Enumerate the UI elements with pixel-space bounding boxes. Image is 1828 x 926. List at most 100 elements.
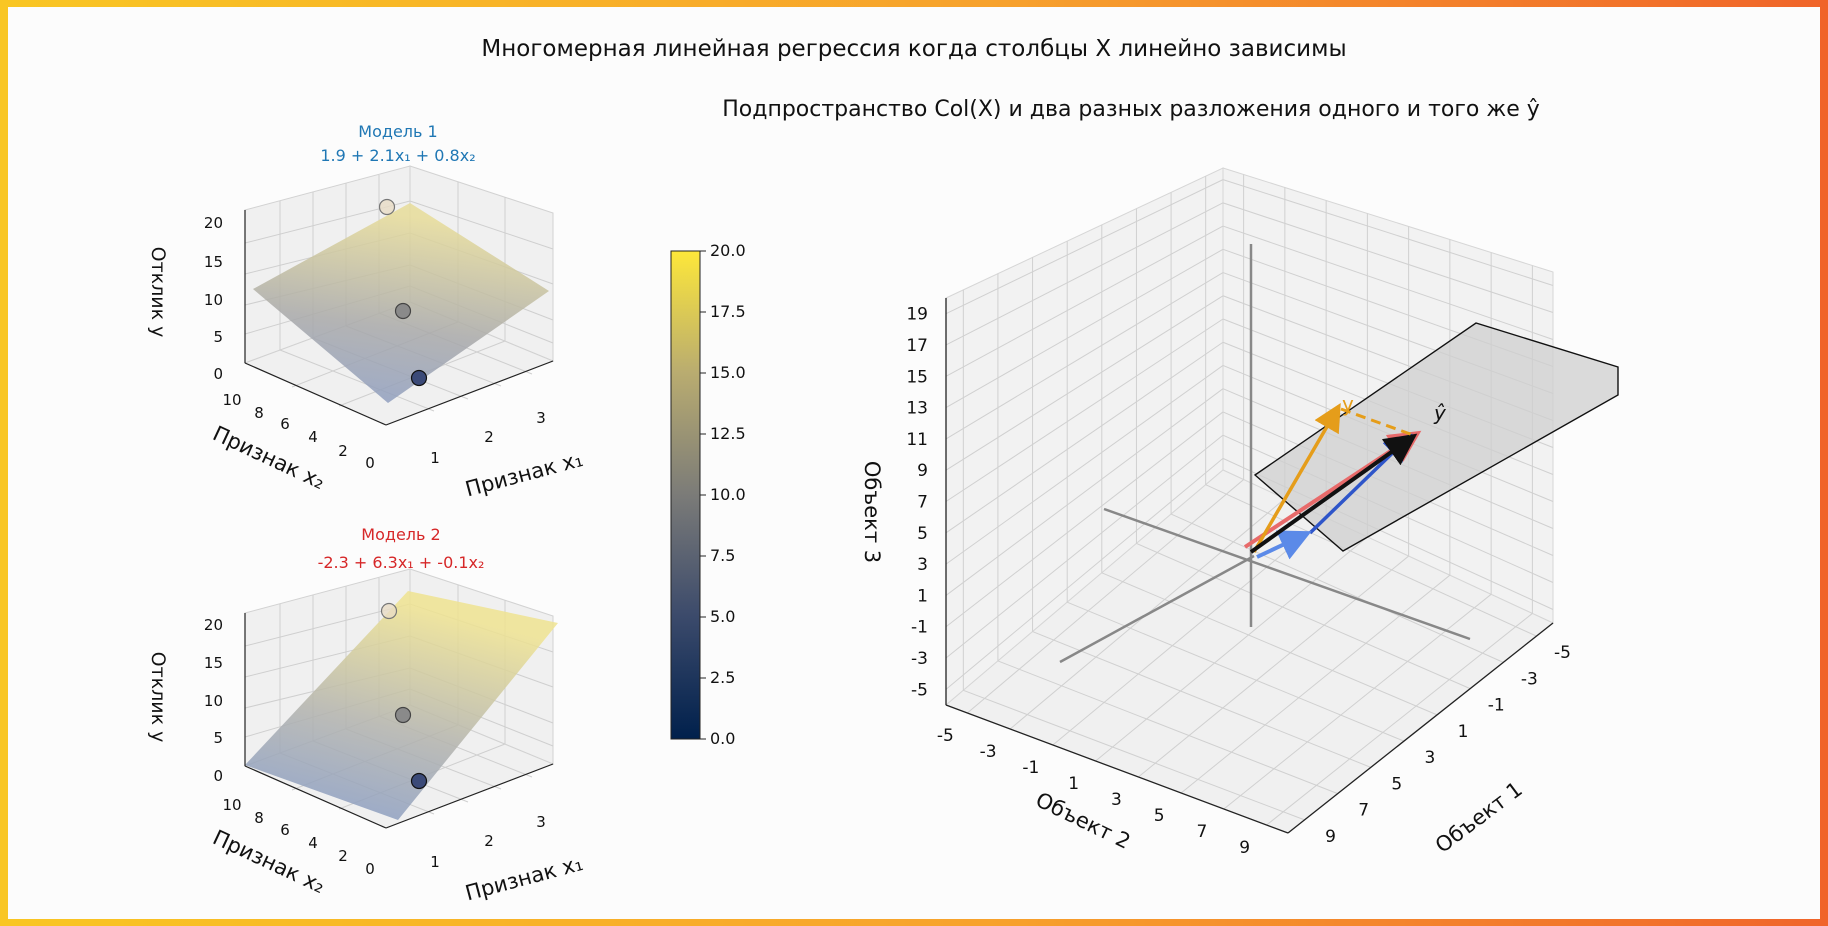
model1-zlabel: Отклик y <box>147 247 169 338</box>
grid-line <box>1222 225 1554 340</box>
grid-line <box>945 202 1224 346</box>
figure-svg: Многомерная линейная регрессия когда сто… <box>147 36 1619 905</box>
model2-component-a <box>1256 530 1312 560</box>
model2-x1-tick: 1 <box>430 853 440 871</box>
model2-axes <box>244 613 554 829</box>
model2-x1-tick: 2 <box>484 832 494 850</box>
axis2-tick: 1 <box>1068 774 1079 794</box>
model2-x2-tick: 10 <box>222 796 241 814</box>
grid-line <box>945 458 1224 690</box>
model2-x2-tick: 0 <box>365 860 375 878</box>
yhat-vector <box>1249 433 1418 554</box>
model1-z-tick: 10 <box>204 291 223 309</box>
grid-line <box>1180 574 1451 794</box>
model1-z-ticks: 0 5 10 15 20 <box>204 214 223 383</box>
model1-z-tick: 5 <box>213 328 223 346</box>
grid-line <box>1222 202 1554 313</box>
model1-x-ticks: 1 2 3 <box>430 409 546 467</box>
axis3-tick: 1 <box>917 586 928 606</box>
grid-line <box>1138 555 1409 778</box>
colorbar-tick-label: 20.0 <box>710 241 746 260</box>
column-space-plane <box>1253 322 1619 552</box>
axis3-tick: -1 <box>911 618 928 638</box>
grid-line <box>945 341 1224 534</box>
axis1-tick: 1 <box>1458 722 1469 742</box>
axis2-tick: -5 <box>937 726 954 746</box>
model1-x2-tick: 4 <box>308 428 318 446</box>
model2-panel: Модель 2 -2.3 + 6.3x₁ + -0.1x₂ <box>147 525 586 905</box>
axis3-tick: 3 <box>917 555 928 575</box>
model2-z-tick: 5 <box>213 729 223 747</box>
colorbar-tick-label: 17.5 <box>710 302 746 321</box>
model1-x2-tick: 8 <box>254 404 264 422</box>
axis2-tick: -3 <box>980 742 997 762</box>
model1-x1-tick: 3 <box>536 409 546 427</box>
model1-data-point <box>378 198 396 216</box>
figure-canvas: Многомерная линейная регрессия когда сто… <box>8 7 1820 919</box>
vector-zlabel: Объект 3 <box>860 461 884 563</box>
grid-line <box>945 318 1224 502</box>
axis3-tick: 11 <box>906 430 928 450</box>
axis1-tick: 7 <box>1358 801 1369 821</box>
grid-line <box>1170 513 1504 663</box>
vector-xlabel: Объект 1 <box>1431 777 1527 858</box>
model1-x1-tick: 1 <box>430 449 440 467</box>
axis3-tick: 5 <box>917 524 928 544</box>
grid-line <box>945 365 1224 565</box>
model1-axes <box>244 210 554 426</box>
model2-data-point <box>394 706 412 724</box>
colorbar-ticks: 0.0 2.5 5.0 7.5 10.0 12.5 15.0 17.5 20.0 <box>700 241 746 748</box>
colorbar-tick-label: 2.5 <box>710 668 735 687</box>
vector-axes <box>945 298 1554 834</box>
model2-data-point <box>410 772 428 790</box>
grid-line <box>945 295 1224 471</box>
model2-z-tick: 0 <box>213 767 223 785</box>
model1-regression-surface <box>253 203 549 403</box>
grid-line <box>945 388 1224 596</box>
grid-line <box>945 411 1224 628</box>
axis3-tick: 9 <box>917 461 928 481</box>
model2-zlabel: Отклик y <box>147 652 169 743</box>
axis1-tick: -5 <box>1554 643 1571 663</box>
yhat-vector-label: ŷ <box>1433 401 1447 425</box>
colorbar-tick-label: 12.5 <box>710 424 746 443</box>
model2-x1-label: Признак x₁ <box>463 851 586 905</box>
colorbar-tick-label: 0.0 <box>710 729 735 748</box>
axis2-tick: 9 <box>1239 838 1250 858</box>
model1-x2-tick: 0 <box>365 454 375 472</box>
axis2-tick: 7 <box>1196 822 1207 842</box>
axis3-tick: 19 <box>906 305 928 325</box>
grid-line <box>997 660 1338 795</box>
vector-reference-axes <box>1059 244 1471 664</box>
grid-line <box>963 689 1305 821</box>
model2-x2-tick: 8 <box>254 809 264 827</box>
model1-title: Модель 1 <box>358 122 437 141</box>
vector-panel-title: Подпространство Col(X) и два разных разл… <box>722 97 1540 122</box>
axis2-tick: 3 <box>1111 790 1122 810</box>
grid-line <box>1101 572 1438 716</box>
colorbar-tick-label: 15.0 <box>710 363 746 382</box>
model1-data-point <box>394 302 412 320</box>
model2-equation: -2.3 + 6.3x₁ + -0.1x₂ <box>318 553 485 572</box>
model2-regression-surface <box>245 591 558 820</box>
grid-line <box>1205 484 1537 637</box>
model2-x2-tick: 2 <box>338 847 348 865</box>
axis3-tick: 17 <box>906 336 928 356</box>
grid-line <box>1032 631 1371 768</box>
model2-z-tick: 20 <box>204 616 223 634</box>
model1-panel: Модель 1 1.9 + 2.1x₁ + 0.8x₂ <box>147 122 586 501</box>
model2-x2-tick: 6 <box>280 821 290 839</box>
grid-line <box>945 179 1224 315</box>
model1-x2-tick: 10 <box>222 391 241 409</box>
axis3-tick: -3 <box>911 649 928 669</box>
vector-panel: Подпространство Col(X) и два разных разл… <box>722 97 1619 858</box>
axis2-tick: -1 <box>1022 758 1039 778</box>
model2-x-ticks: 1 2 3 <box>430 813 546 871</box>
axis1-tick: 9 <box>1325 827 1336 847</box>
axis1-tick: -1 <box>1488 696 1505 716</box>
grid-line <box>945 248 1224 409</box>
model1-z-tick: 20 <box>204 214 223 232</box>
axis2-tick: 5 <box>1154 806 1165 826</box>
grid-line <box>1066 601 1405 742</box>
grid-line <box>1095 536 1368 762</box>
